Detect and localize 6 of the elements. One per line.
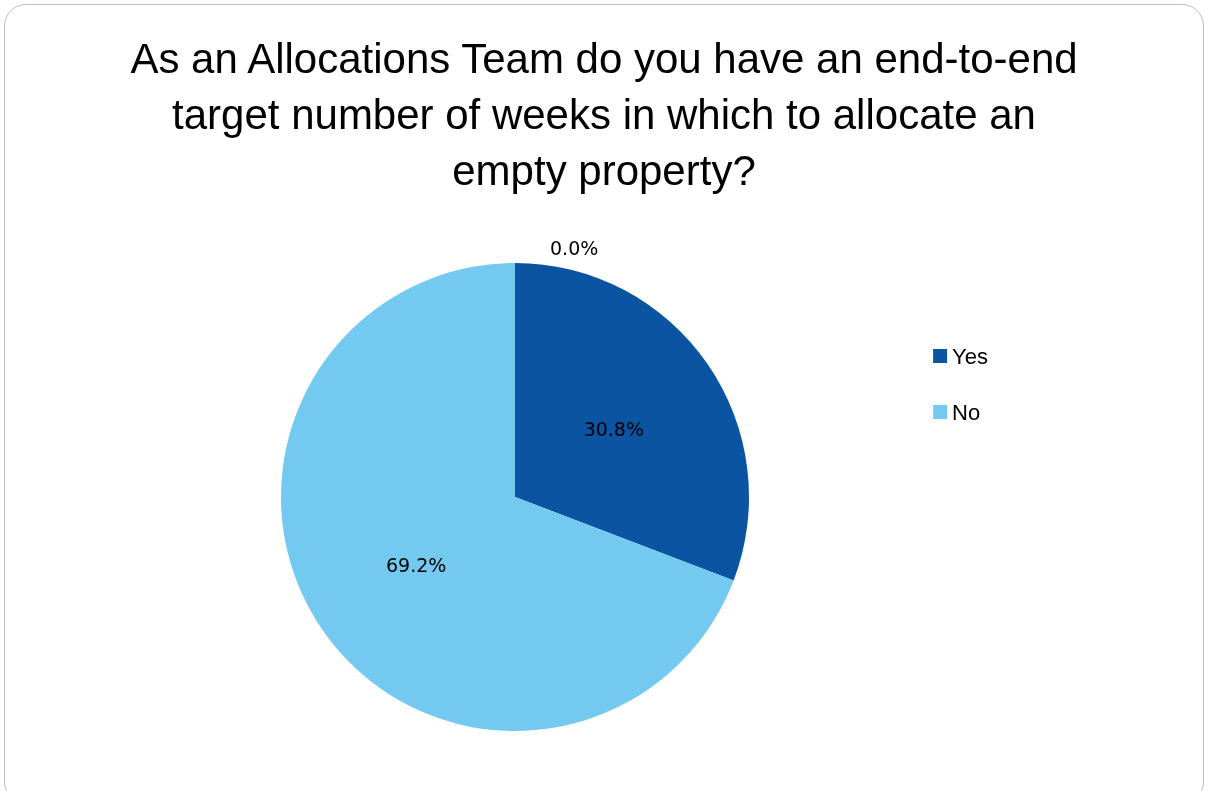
- data-label: 69.2%: [386, 554, 447, 577]
- data-label: 30.8%: [583, 417, 644, 440]
- legend-label: Yes: [952, 343, 988, 369]
- legend-label: No: [952, 399, 981, 425]
- text: 0.0%: [550, 237, 599, 259]
- chart-title: As an Allocations Team do you have an end-to-end target number of weeks in which to allocate an empty property?: [130, 34, 1078, 194]
